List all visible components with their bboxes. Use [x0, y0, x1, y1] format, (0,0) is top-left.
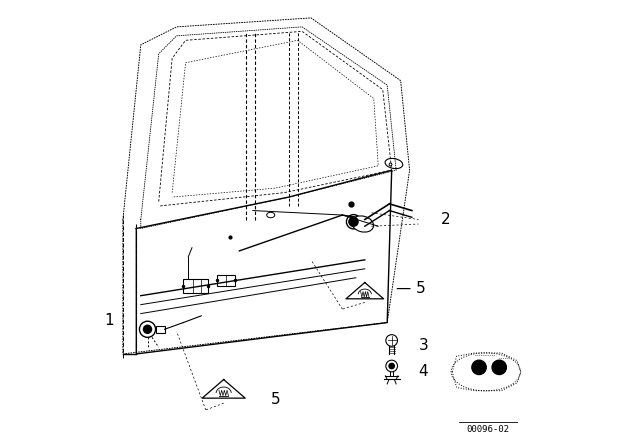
Ellipse shape [351, 216, 374, 232]
Text: 5: 5 [270, 392, 280, 407]
Circle shape [143, 325, 152, 333]
Bar [217, 275, 235, 286]
Bar [184, 279, 208, 293]
Text: 4: 4 [419, 364, 428, 379]
Text: 2: 2 [440, 212, 451, 227]
Text: 00096-02: 00096-02 [467, 425, 509, 434]
Circle shape [349, 217, 358, 226]
Ellipse shape [385, 159, 403, 168]
Circle shape [349, 217, 358, 226]
Ellipse shape [267, 212, 275, 218]
Circle shape [389, 363, 394, 369]
Ellipse shape [451, 353, 520, 391]
Text: — 5: — 5 [396, 281, 426, 297]
Text: 1: 1 [104, 313, 115, 328]
Circle shape [472, 360, 486, 375]
Bar [156, 326, 164, 333]
Circle shape [492, 360, 506, 375]
Text: 3: 3 [419, 338, 428, 353]
